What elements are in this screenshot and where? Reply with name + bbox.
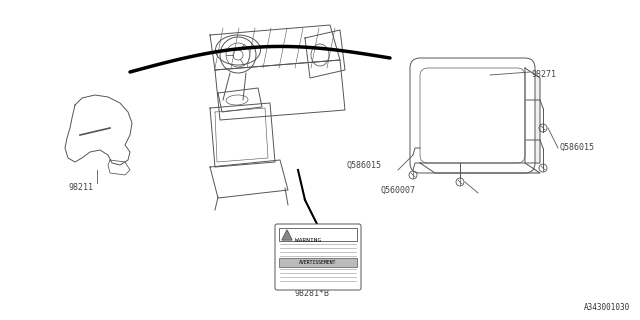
Polygon shape	[218, 88, 262, 112]
Text: WARNING: WARNING	[295, 238, 321, 243]
Polygon shape	[65, 95, 132, 165]
Polygon shape	[305, 30, 345, 78]
Polygon shape	[420, 163, 540, 173]
Polygon shape	[210, 25, 340, 70]
Text: Q560007: Q560007	[380, 186, 415, 195]
Text: 98281*B: 98281*B	[294, 289, 329, 298]
Text: 98211: 98211	[68, 183, 93, 192]
Polygon shape	[210, 160, 288, 198]
FancyBboxPatch shape	[275, 224, 361, 290]
Bar	[279, 258, 357, 267]
Polygon shape	[108, 160, 130, 175]
Text: A343001030: A343001030	[584, 303, 630, 312]
Text: AVERTISSEMENT: AVERTISSEMENT	[300, 260, 337, 265]
Text: 98271: 98271	[532, 69, 557, 78]
Polygon shape	[215, 60, 345, 120]
FancyBboxPatch shape	[410, 58, 535, 173]
Polygon shape	[282, 230, 292, 240]
Text: Q586015: Q586015	[560, 143, 595, 152]
Polygon shape	[210, 103, 275, 167]
Text: Q586015: Q586015	[346, 161, 381, 170]
Bar	[279, 228, 357, 241]
Polygon shape	[525, 68, 540, 163]
